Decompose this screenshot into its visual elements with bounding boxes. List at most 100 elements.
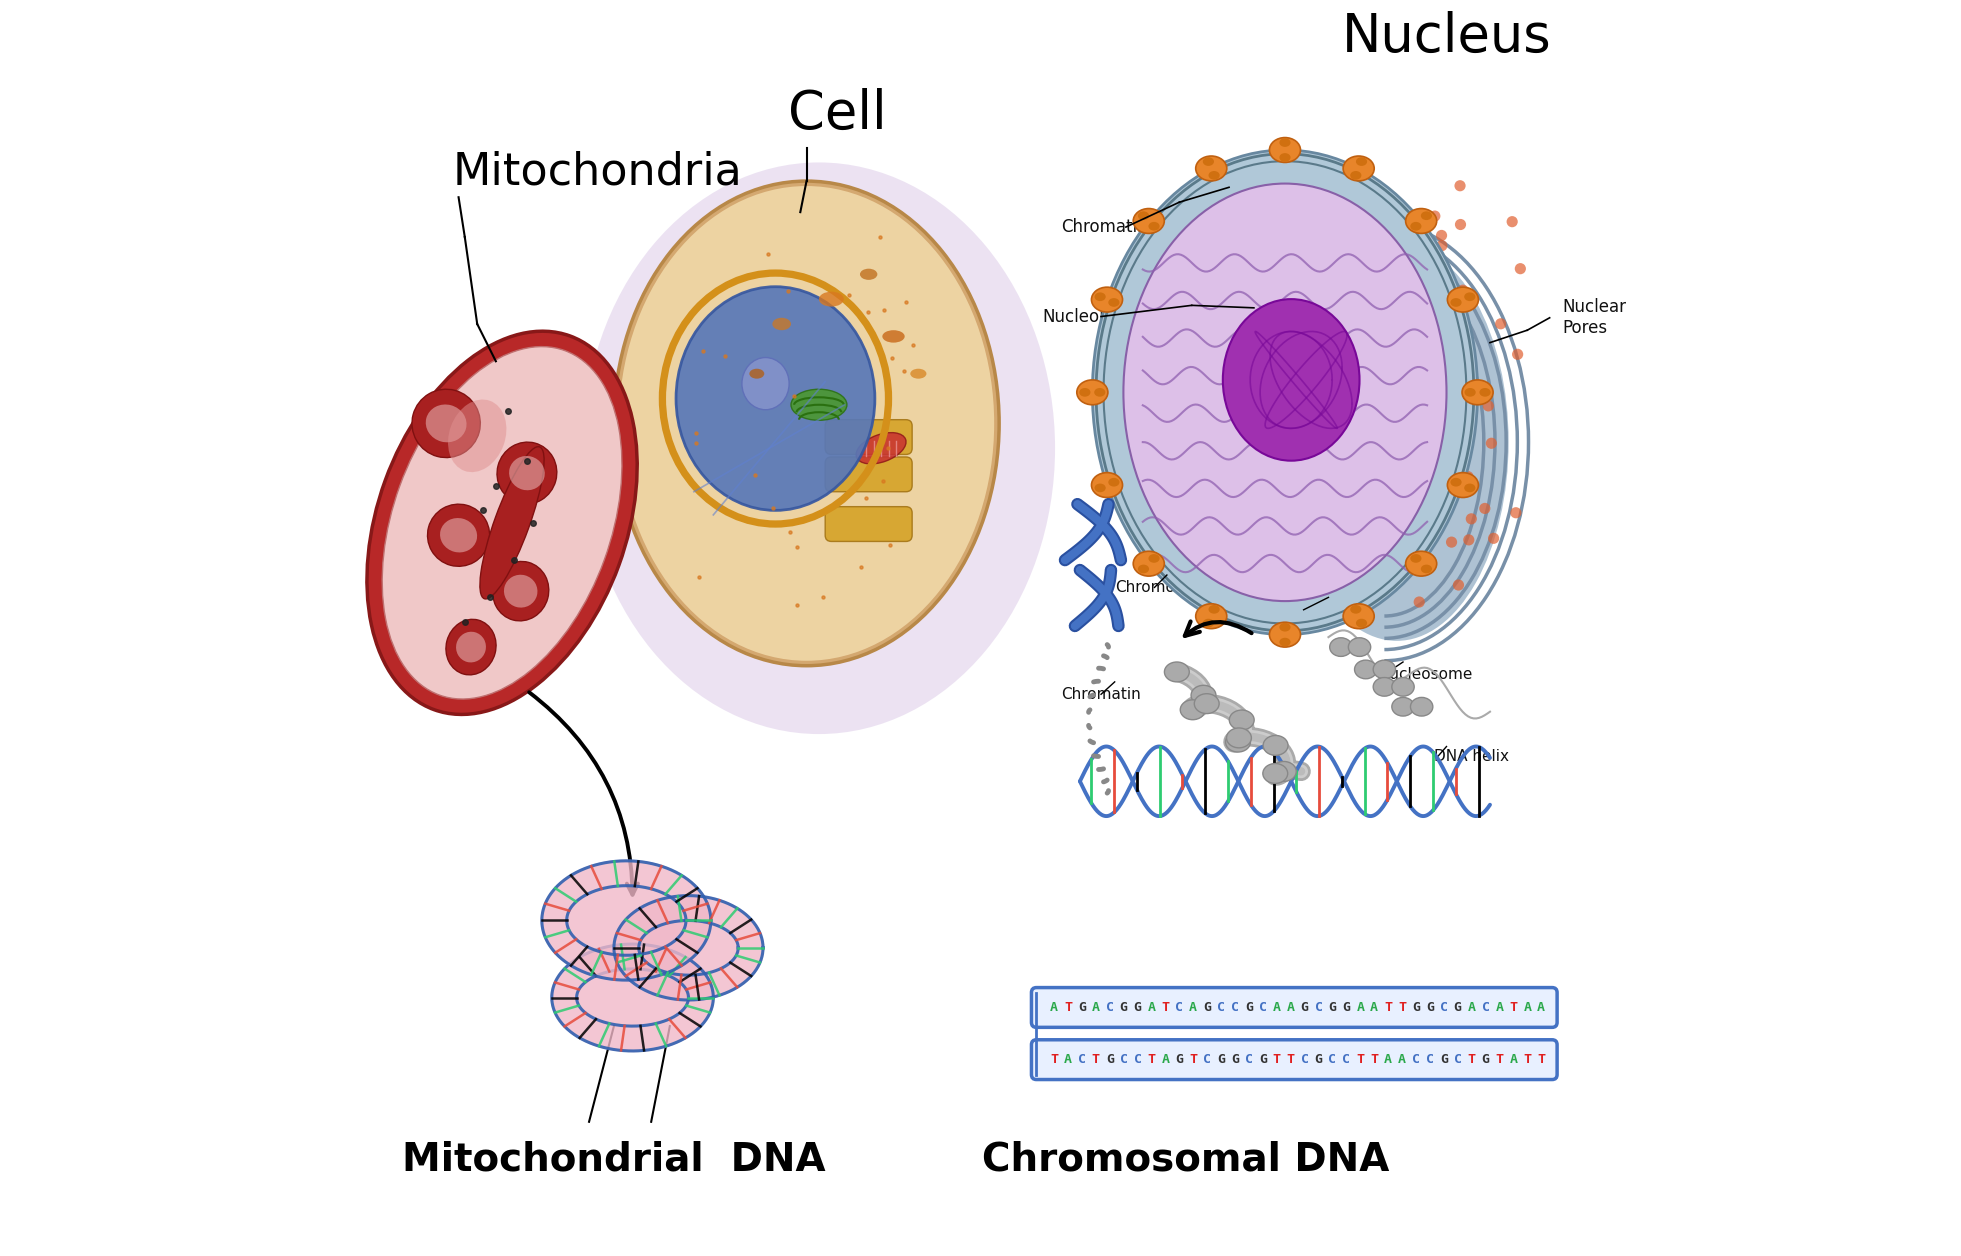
Ellipse shape bbox=[1263, 736, 1288, 755]
Text: C: C bbox=[1453, 1053, 1461, 1066]
Text: G: G bbox=[1204, 1001, 1212, 1014]
Text: G: G bbox=[1218, 1053, 1226, 1066]
Ellipse shape bbox=[1190, 686, 1216, 705]
Ellipse shape bbox=[1202, 619, 1214, 628]
Text: Chromatin: Chromatin bbox=[1061, 219, 1147, 236]
Text: A: A bbox=[1357, 1001, 1365, 1014]
Ellipse shape bbox=[1108, 477, 1120, 486]
Ellipse shape bbox=[1351, 605, 1361, 614]
Ellipse shape bbox=[1453, 579, 1465, 590]
Ellipse shape bbox=[1077, 379, 1108, 404]
Ellipse shape bbox=[677, 286, 875, 510]
Text: T: T bbox=[1524, 1053, 1532, 1066]
Ellipse shape bbox=[1510, 507, 1522, 519]
Text: A: A bbox=[1188, 1001, 1198, 1014]
Ellipse shape bbox=[1455, 219, 1467, 230]
Text: T: T bbox=[1092, 1053, 1100, 1066]
Text: C: C bbox=[1106, 1001, 1114, 1014]
Ellipse shape bbox=[1094, 388, 1106, 397]
Text: A: A bbox=[1147, 1001, 1155, 1014]
Text: Cell: Cell bbox=[788, 88, 886, 141]
Text: G: G bbox=[1453, 1001, 1461, 1014]
Ellipse shape bbox=[1079, 388, 1090, 397]
Ellipse shape bbox=[1137, 565, 1149, 573]
Ellipse shape bbox=[861, 269, 877, 280]
Text: C: C bbox=[1343, 1053, 1351, 1066]
Text: T: T bbox=[1398, 1001, 1406, 1014]
Ellipse shape bbox=[1506, 216, 1518, 227]
Text: C: C bbox=[1328, 1053, 1337, 1066]
Text: C: C bbox=[1079, 1053, 1086, 1066]
Ellipse shape bbox=[1373, 661, 1396, 678]
Text: A: A bbox=[1537, 1001, 1545, 1014]
FancyBboxPatch shape bbox=[826, 457, 912, 492]
Ellipse shape bbox=[1230, 710, 1255, 730]
Text: T: T bbox=[1384, 1001, 1392, 1014]
Text: C: C bbox=[1120, 1053, 1128, 1066]
Ellipse shape bbox=[910, 369, 926, 378]
Text: Nucleosome: Nucleosome bbox=[1379, 667, 1473, 682]
Ellipse shape bbox=[857, 432, 906, 463]
Ellipse shape bbox=[1224, 299, 1359, 461]
Ellipse shape bbox=[1279, 138, 1290, 147]
Ellipse shape bbox=[1092, 288, 1122, 311]
Text: A: A bbox=[1384, 1053, 1392, 1066]
Ellipse shape bbox=[1406, 551, 1437, 577]
Ellipse shape bbox=[1373, 677, 1396, 696]
Text: Mitochondria: Mitochondria bbox=[453, 151, 741, 193]
Text: T: T bbox=[1371, 1053, 1379, 1066]
Text: G: G bbox=[1483, 1053, 1490, 1066]
Ellipse shape bbox=[1445, 536, 1457, 548]
Ellipse shape bbox=[582, 162, 1055, 734]
Ellipse shape bbox=[1465, 388, 1477, 397]
Text: T: T bbox=[1049, 1053, 1059, 1066]
Ellipse shape bbox=[749, 369, 765, 378]
Text: C: C bbox=[1439, 1001, 1447, 1014]
Ellipse shape bbox=[1343, 604, 1375, 629]
Text: A: A bbox=[1065, 1053, 1073, 1066]
Ellipse shape bbox=[1269, 138, 1300, 162]
Text: C: C bbox=[1426, 1053, 1433, 1066]
Ellipse shape bbox=[820, 291, 843, 306]
Text: G: G bbox=[1079, 1001, 1086, 1014]
Text: C: C bbox=[1133, 1053, 1141, 1066]
Ellipse shape bbox=[1457, 285, 1469, 295]
Ellipse shape bbox=[1447, 472, 1479, 497]
Text: T: T bbox=[1467, 1053, 1475, 1066]
Ellipse shape bbox=[1465, 293, 1475, 301]
Text: Nucleus: Nucleus bbox=[1341, 11, 1551, 63]
Text: A: A bbox=[1524, 1001, 1532, 1014]
Text: Nuclear
Pores: Nuclear Pores bbox=[1563, 299, 1626, 337]
Ellipse shape bbox=[504, 575, 537, 608]
FancyBboxPatch shape bbox=[1031, 987, 1557, 1027]
Ellipse shape bbox=[1226, 732, 1251, 752]
Ellipse shape bbox=[1410, 554, 1422, 563]
Ellipse shape bbox=[1422, 211, 1432, 220]
Text: A: A bbox=[1371, 1001, 1379, 1014]
Text: T: T bbox=[1188, 1053, 1198, 1066]
Text: G: G bbox=[1133, 1001, 1141, 1014]
Ellipse shape bbox=[1392, 697, 1414, 716]
Text: DNA helix: DNA helix bbox=[1433, 749, 1510, 764]
Text: G: G bbox=[1426, 1001, 1433, 1014]
Text: A: A bbox=[1398, 1053, 1406, 1066]
Text: C: C bbox=[1218, 1001, 1226, 1014]
Ellipse shape bbox=[1202, 157, 1214, 166]
Ellipse shape bbox=[1355, 157, 1367, 166]
Ellipse shape bbox=[1512, 349, 1524, 360]
Ellipse shape bbox=[882, 330, 904, 343]
Ellipse shape bbox=[1465, 484, 1475, 492]
Text: G: G bbox=[1412, 1001, 1420, 1014]
Ellipse shape bbox=[1483, 401, 1494, 412]
Ellipse shape bbox=[412, 389, 480, 457]
Ellipse shape bbox=[1463, 534, 1475, 545]
Ellipse shape bbox=[1137, 211, 1149, 220]
Text: A: A bbox=[1161, 1053, 1169, 1066]
Ellipse shape bbox=[457, 632, 486, 662]
Ellipse shape bbox=[1343, 156, 1375, 181]
Text: C: C bbox=[1314, 1001, 1322, 1014]
Ellipse shape bbox=[1149, 222, 1159, 231]
Ellipse shape bbox=[1414, 597, 1426, 608]
Ellipse shape bbox=[1208, 171, 1220, 180]
Ellipse shape bbox=[1279, 153, 1290, 162]
